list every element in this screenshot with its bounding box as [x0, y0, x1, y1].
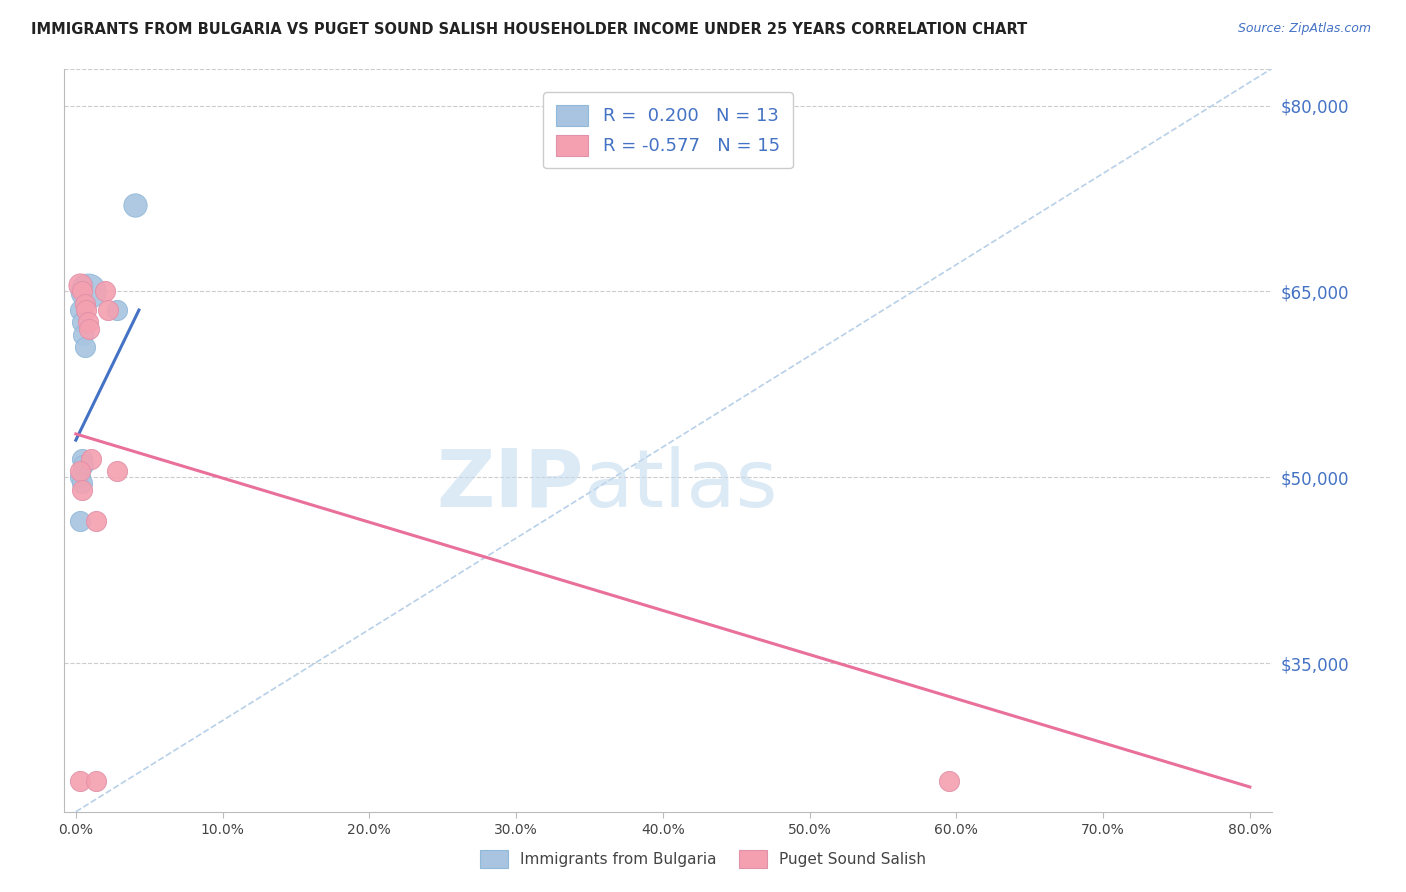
Point [73, 340, 96, 354]
Point [105, 303, 128, 318]
Legend: Immigrants from Bulgaria, Puget Sound Salish: Immigrants from Bulgaria, Puget Sound Sa… [474, 844, 932, 873]
Point [69, 464, 91, 478]
Point [76, 285, 98, 299]
Point [72, 458, 94, 472]
Text: atlas: atlas [583, 446, 778, 524]
Point [69, 303, 91, 318]
Point [86, 514, 108, 528]
Point [73, 297, 96, 311]
Point [69, 470, 91, 484]
Point [72, 327, 94, 342]
Point [70, 285, 93, 299]
Point [69, 773, 91, 788]
Point [70, 483, 93, 497]
Point [94, 285, 117, 299]
Point [938, 773, 960, 788]
Point [70, 476, 93, 491]
Legend: R =  0.200   N = 13, R = -0.577   N = 15: R = 0.200 N = 13, R = -0.577 N = 15 [543, 93, 793, 169]
Point [72, 278, 94, 293]
Text: ZIP: ZIP [436, 446, 583, 524]
Point [86, 773, 108, 788]
Point [77, 321, 100, 335]
Point [76, 315, 98, 329]
Text: Source: ZipAtlas.com: Source: ZipAtlas.com [1237, 22, 1371, 36]
Point [124, 198, 146, 212]
Point [70, 315, 93, 329]
Point [97, 303, 120, 318]
Point [69, 514, 91, 528]
Point [79, 451, 101, 466]
Point [75, 303, 97, 318]
Point [105, 464, 128, 478]
Text: IMMIGRANTS FROM BULGARIA VS PUGET SOUND SALISH HOUSEHOLDER INCOME UNDER 25 YEARS: IMMIGRANTS FROM BULGARIA VS PUGET SOUND … [31, 22, 1028, 37]
Point [69, 278, 91, 293]
Point [70, 451, 93, 466]
